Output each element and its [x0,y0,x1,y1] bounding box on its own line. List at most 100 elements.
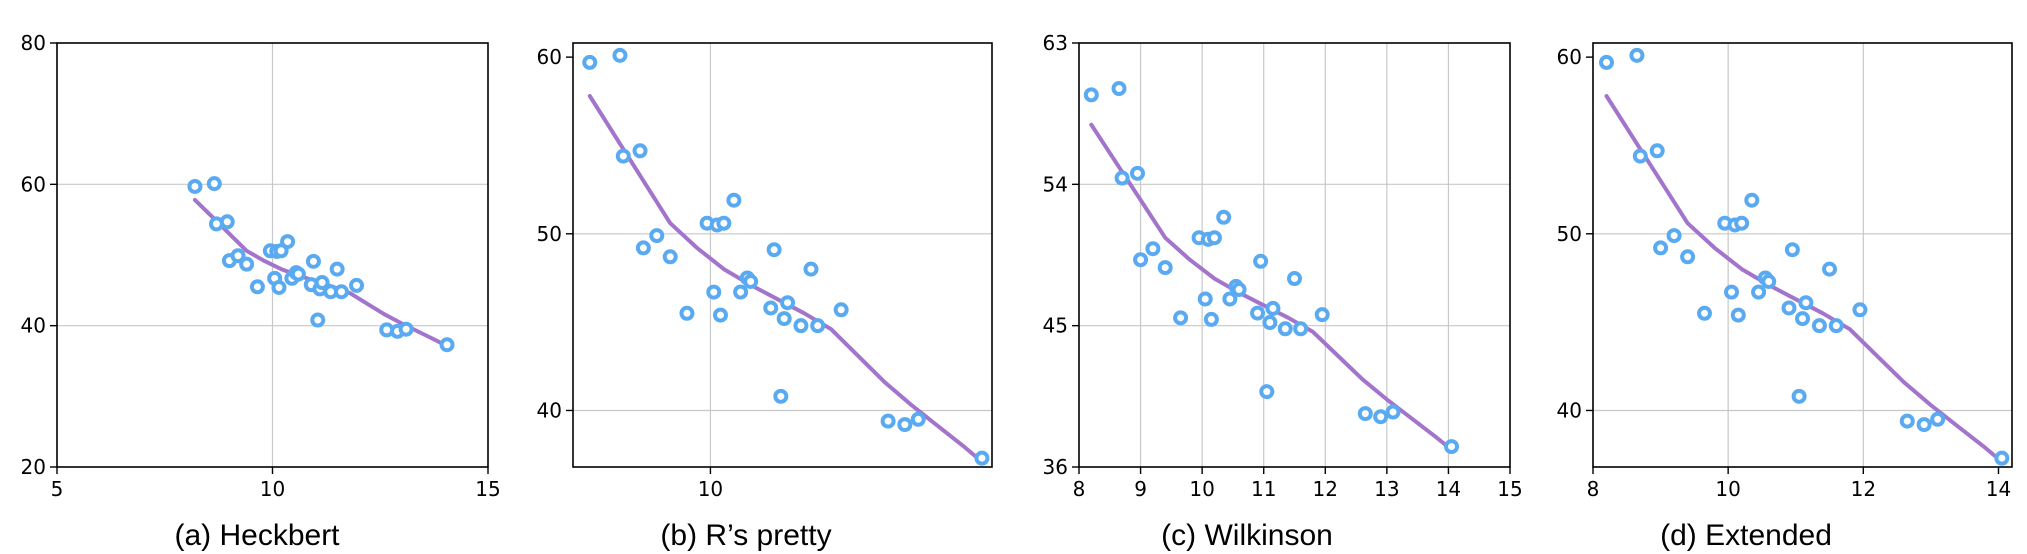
caption-extended: (d) Extended [1660,519,1832,552]
data-point-rs-pretty [776,311,792,327]
data-point-rs-pretty [635,240,651,256]
data-point-extended [1666,228,1682,244]
data-point-extended [1761,274,1777,289]
data-point-wilkinson [1231,282,1247,298]
data-point-extended [1599,54,1615,70]
data-point-wilkinson [1373,409,1389,425]
data-point-rs-pretty [726,192,742,208]
data-point-heckbert [249,279,265,295]
data-point-rs-pretty [615,148,631,164]
data-point-extended [1724,284,1740,300]
trend-line-extended [1604,94,2004,464]
data-point-extended [1930,411,1946,427]
data-point-wilkinson [1157,260,1173,276]
x-tick-label-extended: 12 [1851,477,1876,501]
data-point-wilkinson [1197,291,1213,307]
plot-frame-rs-pretty [572,42,993,468]
data-point-rs-pretty [632,143,648,159]
data-point-extended [1828,318,1844,334]
x-tick-label-wilkinson: 8 [1073,477,1086,501]
data-point-wilkinson [1111,81,1127,97]
data-point-extended [1730,307,1746,323]
data-point-heckbert [271,280,287,296]
data-point-rs-pretty [833,302,849,318]
data-point-rs-pretty [974,450,990,466]
data-point-heckbert [314,275,330,291]
data-point-rs-pretty [706,284,722,300]
data-point-heckbert [219,214,235,230]
data-point-rs-pretty [773,388,789,404]
data-point-heckbert [310,312,326,328]
data-point-rs-pretty [897,417,913,433]
data-point-extended [1744,192,1760,208]
x-tick-label-wilkinson: 9 [1134,477,1147,501]
data-point-wilkinson [1216,209,1232,225]
y-tick-label-heckbert: 20 [21,455,46,479]
x-tick-label-extended: 10 [1715,477,1740,501]
data-point-heckbert [206,176,222,192]
data-point-wilkinson [1357,406,1373,422]
data-point-wilkinson [1250,305,1266,321]
plot-area-heckbert [187,176,455,353]
data-point-wilkinson [1314,307,1330,323]
data-point-rs-pretty [649,228,665,244]
x-tick-label-rs-pretty: 10 [698,477,723,501]
data-point-extended [1751,284,1767,300]
data-point-rs-pretty [803,261,819,277]
data-point-extended [1916,417,1932,433]
y-tick-label-wilkinson: 36 [1043,455,1068,479]
data-point-rs-pretty [712,307,728,323]
y-tick-label-rs-pretty: 40 [537,398,562,422]
x-tick-label-wilkinson: 13 [1374,477,1399,501]
plot-area-wilkinson [1083,81,1460,455]
data-point-heckbert [187,178,203,194]
data-point-wilkinson [1265,300,1281,316]
data-point-rs-pretty [612,47,628,63]
data-point-wilkinson [1287,271,1302,287]
data-point-wilkinson [1222,291,1238,307]
data-point-heckbert [349,277,365,293]
data-point-wilkinson [1206,230,1222,246]
data-point-extended [1784,242,1800,258]
data-point-rs-pretty [766,242,782,258]
x-tick-label-heckbert: 10 [260,477,285,501]
data-point-wilkinson [1385,404,1401,420]
data-point-rs-pretty [716,215,732,231]
y-tick-label-extended: 60 [1557,45,1582,69]
caption-rs-pretty: (b) R’s pretty [660,519,831,552]
data-point-heckbert [280,234,296,250]
y-tick-label-rs-pretty: 60 [537,45,562,69]
data-point-wilkinson [1145,241,1161,257]
data-point-extended [1791,388,1807,404]
x-tick-label-wilkinson: 12 [1313,477,1338,501]
data-point-heckbert [305,253,321,269]
caption-heckbert: (a) Heckbert [174,519,340,552]
data-point-heckbert [290,266,306,282]
data-point-wilkinson [1444,439,1460,455]
data-point-rs-pretty [793,318,809,334]
data-point-extended [1994,450,2010,466]
x-tick-label-extended: 14 [1986,477,2011,501]
data-point-heckbert [439,337,455,353]
plot-area-rs-pretty [582,47,990,466]
y-tick-label-rs-pretty: 50 [537,222,562,246]
data-point-extended [1811,318,1827,334]
data-point-extended [1822,261,1838,277]
data-point-extended [1632,148,1648,164]
data-point-extended [1852,302,1868,318]
data-point-extended [1734,215,1750,231]
x-tick-label-wilkinson: 10 [1189,477,1214,501]
x-tick-label-wilkinson: 14 [1436,477,1461,501]
y-tick-label-wilkinson: 63 [1043,31,1068,55]
x-tick-label-wilkinson: 11 [1251,477,1276,501]
data-point-extended [1680,249,1696,265]
caption-wilkinson: (c) Wilkinson [1161,519,1333,552]
y-tick-label-extended: 50 [1557,222,1582,246]
data-point-rs-pretty [662,249,678,265]
data-point-heckbert [239,256,255,272]
y-tick-label-heckbert: 60 [21,172,46,196]
data-point-wilkinson [1203,311,1219,327]
x-tick-label-wilkinson: 15 [1497,477,1522,501]
data-point-wilkinson [1114,170,1130,186]
